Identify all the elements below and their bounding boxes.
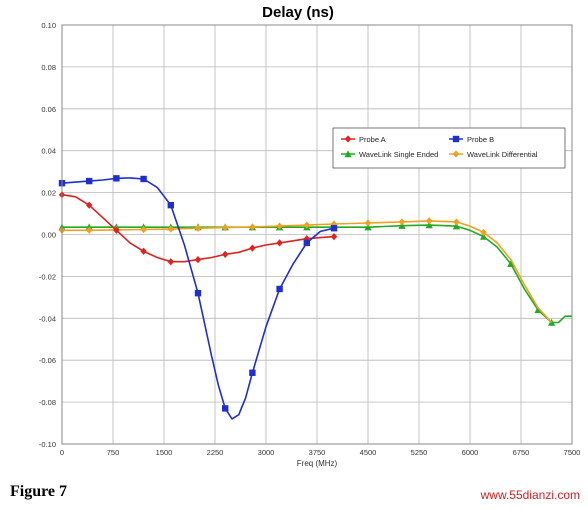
data-point-probe-b: [249, 369, 256, 376]
y-tick-label: 0.04: [41, 147, 56, 156]
data-point-wavelink-differential: [398, 218, 406, 226]
data-point-probe-b: [330, 225, 338, 232]
y-tick-label: 0.02: [41, 189, 56, 198]
x-axis-label: Freq (MHz): [297, 459, 338, 468]
series-line-probe-b: [61, 177, 335, 420]
y-tick-label: -0.06: [39, 356, 56, 365]
data-point-probe-a: [113, 226, 120, 234]
series-line-wavelink-differential: [62, 220, 553, 324]
y-tick-label: -0.02: [39, 272, 56, 281]
legend-marker-wavelink-differential: [452, 150, 460, 158]
x-tick-label: 5250: [411, 448, 428, 457]
data-point-probe-a: [140, 247, 147, 255]
data-point-probe-a: [222, 250, 229, 259]
data-point-wavelink-differential: [249, 223, 256, 231]
y-tick-label: -0.10: [39, 440, 56, 449]
data-point-wavelink-differential: [140, 225, 147, 234]
legend-label-probe-b: Probe B: [467, 135, 494, 144]
data-point-wavelink-differential: [480, 228, 487, 237]
x-tick-label: 6750: [513, 448, 530, 457]
y-tick-label: 0.00: [41, 231, 56, 240]
data-point-probe-b: [113, 175, 120, 182]
x-tick-label: 3000: [258, 448, 275, 457]
legend-marker-wavelink-single-ended: [344, 150, 352, 158]
watermark: www.55dianzi.com: [480, 488, 580, 502]
data-point-wavelink-differential: [86, 226, 93, 234]
legend-label-probe-a: Probe A: [359, 135, 386, 144]
data-point-wavelink-differential: [194, 224, 202, 232]
data-point-probe-b: [276, 285, 283, 293]
data-point-probe-a: [194, 256, 202, 264]
legend-box: [332, 127, 566, 169]
legend-marker-probe-a: [344, 135, 352, 143]
data-point-wavelink-differential: [453, 218, 460, 226]
data-point-wavelink-differential: [303, 221, 310, 229]
data-point-probe-b: [140, 175, 147, 183]
x-tick-label: 3750: [309, 448, 326, 457]
x-tick-label: 6000: [462, 448, 479, 457]
data-point-probe-a: [86, 201, 93, 209]
data-point-probe-b: [167, 201, 174, 209]
chart-title: Delay (ns): [262, 4, 334, 21]
data-point-probe-a: [167, 258, 174, 266]
data-point-wavelink-differential: [167, 225, 174, 233]
data-point-wavelink-differential: [276, 222, 283, 230]
legend: Probe A Probe B WaveLink Single Ended WaveL…: [332, 127, 566, 169]
series-wavelink-single-ended: [58, 221, 572, 326]
data-point-wavelink-single-ended: [480, 232, 488, 240]
legend-label-wavelink-differential: WaveLink Differential: [467, 150, 538, 159]
series-probe-b: [58, 175, 338, 420]
data-point-wavelink-differential: [222, 223, 229, 232]
y-tick-label: 0.06: [41, 105, 56, 114]
y-tick-label: -0.04: [39, 314, 56, 323]
data-point-probe-b: [222, 405, 229, 412]
axis-ticks: 0 750 1500 2250 3000 3750 4500 5250 6000 6750 7500…: [39, 21, 580, 457]
data-point-wavelink-differential: [364, 219, 372, 227]
y-tick-label: 0.10: [41, 21, 56, 30]
data-point-wavelink-single-ended: [507, 260, 515, 268]
data-point-probe-b: [303, 239, 310, 247]
x-tick-label: 0: [60, 448, 64, 457]
plot-series: [58, 175, 572, 420]
x-tick-label: 2250: [207, 448, 224, 457]
series-probe-a: [58, 191, 338, 266]
x-tick-label: 4500: [360, 448, 377, 457]
data-point-wavelink-single-ended: [364, 223, 372, 231]
data-point-wavelink-single-ended: [534, 306, 542, 314]
data-point-probe-b: [86, 177, 93, 185]
data-point-wavelink-differential: [426, 217, 433, 225]
delay-chart: Delay (ns) 0 750 1500 2250 3000 3750 4500 5250 6…: [39, 4, 580, 468]
data-point-probe-a: [330, 232, 338, 241]
y-tick-label: -0.08: [39, 398, 56, 407]
figure-label: Figure 7: [10, 483, 68, 500]
data-point-probe-b: [194, 289, 202, 297]
legend-marker-probe-b: [452, 135, 460, 143]
x-tick-label: 7500: [564, 448, 581, 457]
legend-label-wavelink-single-ended: WaveLink Single Ended: [359, 150, 438, 159]
data-point-probe-a: [249, 244, 256, 252]
x-tick-label: 750: [107, 448, 120, 457]
data-point-probe-a: [276, 239, 283, 247]
data-point-wavelink-single-ended: [425, 221, 433, 229]
plot-frame: [61, 24, 573, 445]
data-point-wavelink-single-ended: [452, 222, 460, 230]
y-tick-label: 0.08: [41, 63, 56, 72]
x-tick-label: 1500: [156, 448, 173, 457]
